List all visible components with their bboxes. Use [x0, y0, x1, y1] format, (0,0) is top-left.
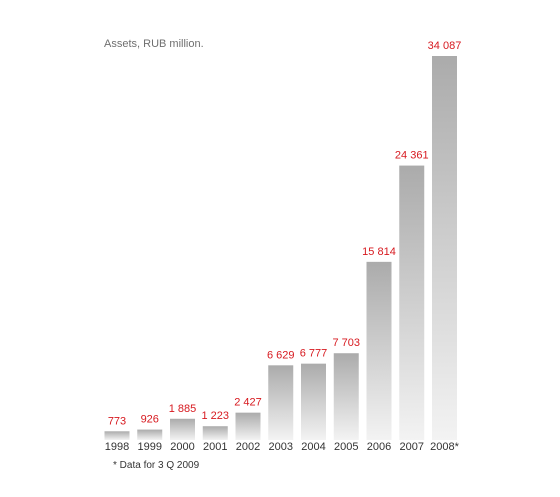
x-tick-2002: 2002	[236, 441, 260, 453]
value-label-2001: 1 223	[201, 410, 229, 422]
value-label-2007: 24 361	[395, 150, 429, 162]
x-tick-2008: 2008*	[430, 441, 459, 453]
x-tick-1999: 1999	[138, 441, 162, 453]
x-tick-labels-group: 1998 1999 2000 2001 2002 2003 2004 2005 2006 2007…	[105, 441, 460, 453]
value-label-2000: 1 885	[169, 403, 197, 415]
bar-1999	[137, 429, 163, 440]
value-label-2005: 7 703	[332, 337, 360, 349]
value-label-2008: 34 087	[428, 40, 462, 52]
x-tick-2005: 2005	[334, 441, 358, 453]
bar-2002	[235, 412, 261, 440]
value-label-1999: 926	[141, 414, 159, 426]
bar-2000	[170, 418, 195, 440]
bar-2004	[301, 363, 326, 440]
x-tick-2000: 2000	[170, 441, 194, 453]
bar-2003	[268, 365, 294, 440]
chart-title: Assets, RUB million.	[104, 38, 204, 50]
value-label-2006: 15 814	[362, 246, 396, 258]
x-tick-2004: 2004	[301, 441, 325, 453]
value-labels-group: 773 926 1 885 1 223 2 427 6 629 6 777 7 703 15 8…	[108, 40, 462, 427]
bar-2006	[366, 261, 392, 440]
value-label-1998: 773	[108, 415, 126, 427]
value-label-2004: 6 777	[300, 348, 328, 360]
bars-group	[104, 56, 457, 440]
bar-1998	[104, 431, 130, 440]
x-tick-2001: 2001	[203, 441, 227, 453]
bar-2007	[399, 165, 425, 440]
bar-2008	[432, 56, 457, 440]
x-tick-2007: 2007	[400, 441, 424, 453]
value-label-2002: 2 427	[234, 397, 262, 409]
value-label-2003: 6 629	[267, 349, 295, 361]
bar-2005	[333, 353, 359, 440]
x-tick-2003: 2003	[269, 441, 293, 453]
x-tick-1998: 1998	[105, 441, 129, 453]
bar-2001	[202, 426, 228, 440]
x-tick-2006: 2006	[367, 441, 391, 453]
footnote: * Data for 3 Q 2009	[113, 460, 200, 471]
